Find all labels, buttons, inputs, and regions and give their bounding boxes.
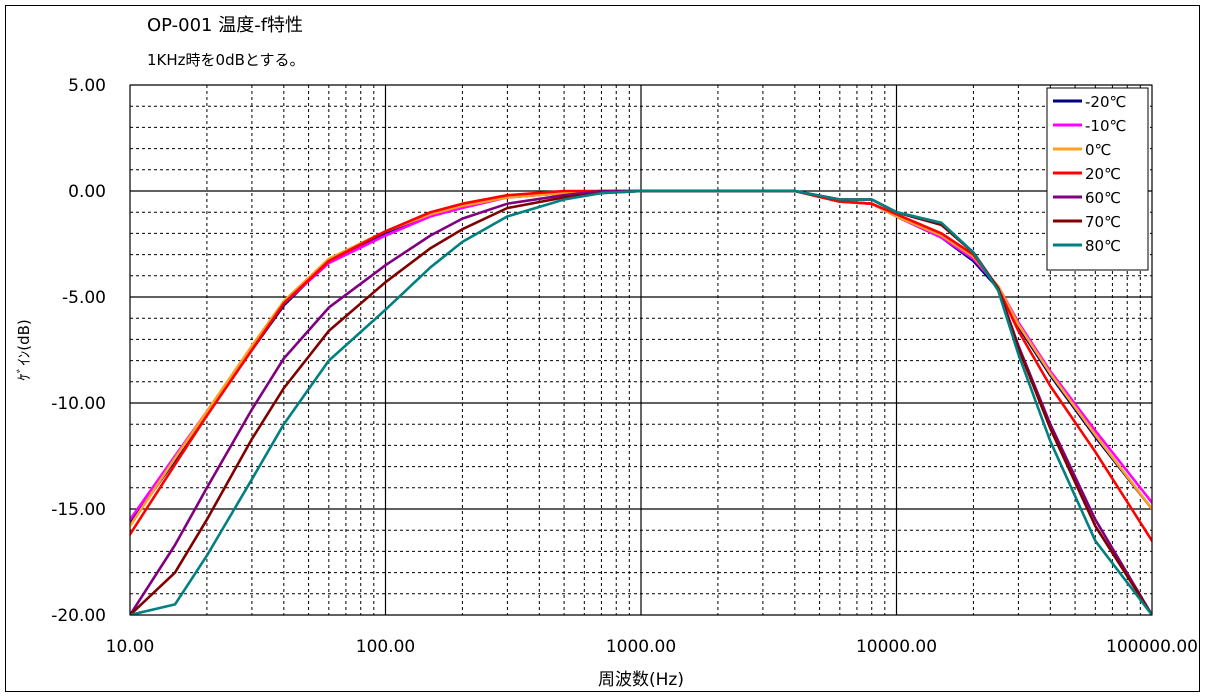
x-axis-label: 周波数(Hz) [598,670,684,690]
y-tick-label: -5.00 [62,288,106,308]
y-axis-label: ｹﾞｲﾝ(dB) [15,319,33,381]
legend-box [1046,87,1149,271]
chart-frame [5,5,1200,692]
legend-label: 80℃ [1085,237,1121,255]
y-tick-label: -20.00 [51,606,106,626]
legend-label: 0℃ [1085,141,1111,159]
chart-subtitle: 1KHz時を0dBとする。 [147,51,304,69]
legend-label: -10℃ [1085,117,1126,135]
y-tick-label: -15.00 [51,500,106,520]
x-tick-label: 1000.00 [606,637,676,657]
legend: -20℃ -10℃ 0℃ 20℃ 60℃ 70℃ 80℃ [1046,87,1149,271]
series-lines [130,189,1152,615]
legend-label: 60℃ [1085,189,1121,207]
grid [129,84,1153,616]
y-tick-label: -10.00 [51,394,106,414]
legend-label: -20℃ [1085,93,1126,111]
plot-area-border [129,84,1153,616]
x-tick-label: 100.00 [356,637,415,657]
x-tick-label: 10.00 [106,637,155,657]
y-tick-label: 0.00 [68,182,106,202]
series-line [130,189,1152,615]
x-tick-label: 10000.00 [856,637,937,657]
y-tick-label: 5.00 [68,76,106,96]
x-tick-label: 100000.00 [1106,637,1198,657]
legend-label: 70℃ [1085,213,1121,231]
legend-label: 20℃ [1085,165,1121,183]
chart-title: OP-001 温度-f特性 [147,15,303,36]
